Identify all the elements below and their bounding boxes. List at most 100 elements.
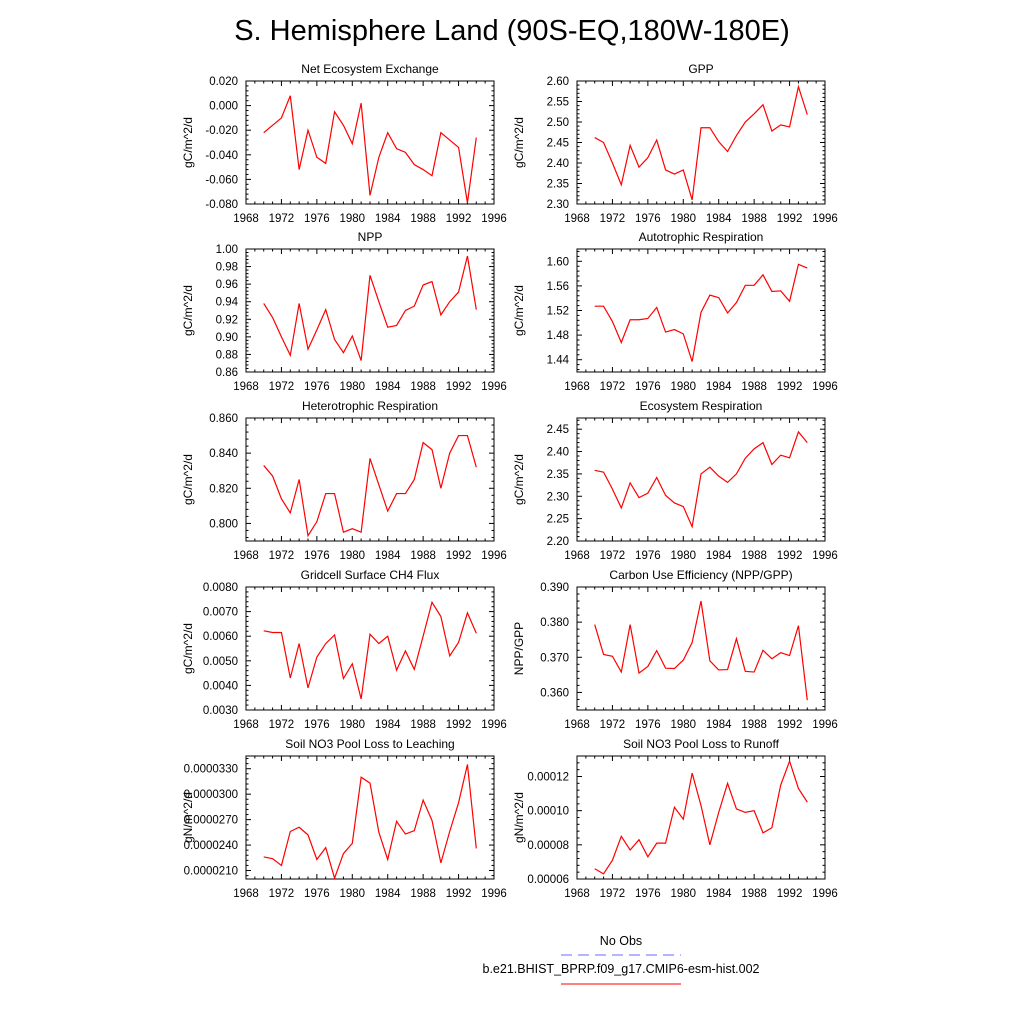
x-tick-label: 1968: [564, 888, 590, 900]
legend-label-case: b.e21.BHIST_BPRP.f09_g17.CMIP6-esm-hist.…: [483, 962, 760, 976]
data-point: [762, 104, 764, 106]
data-point: [806, 699, 808, 701]
x-tick-label: 1992: [777, 550, 803, 562]
y-tick-label: 0.90: [216, 332, 238, 344]
data-point: [771, 658, 773, 660]
data-point: [422, 799, 424, 801]
x-tick-label: 1984: [375, 550, 401, 562]
data-point: [272, 317, 274, 319]
data-point: [727, 482, 729, 484]
data-point: [629, 482, 631, 484]
data-point: [629, 624, 631, 626]
chart-panel-6: Ecosystem Respiration gC/m^2/d 1968 1972 197…: [512, 399, 838, 562]
y-tick-label: -0.040: [205, 150, 238, 162]
data-point: [736, 302, 738, 304]
data-point: [727, 783, 729, 785]
data-point: [422, 442, 424, 444]
data-point: [594, 470, 596, 472]
x-tick-label: 1984: [706, 213, 732, 225]
x-tick-label: 1972: [600, 213, 626, 225]
y-tick-label: 1.52: [547, 306, 569, 318]
x-tick-label: 1992: [446, 888, 472, 900]
data-point: [458, 642, 460, 644]
data-point: [629, 319, 631, 321]
y-tick-label: -0.020: [205, 125, 238, 137]
y-tick-label: 0.380: [540, 617, 569, 629]
data-point: [753, 671, 755, 673]
y-tick-label: 0.92: [216, 314, 238, 326]
y-tick-label: 0.0030: [203, 705, 238, 717]
y-axis-label: gN/m^2/d: [181, 792, 195, 843]
data-point: [806, 267, 808, 269]
x-tick-label: 1996: [481, 550, 507, 562]
y-tick-label: -0.080: [205, 199, 238, 211]
data-point: [709, 466, 711, 468]
y-tick-label: 0.860: [209, 413, 238, 425]
data-point: [656, 477, 658, 479]
data-point: [289, 95, 291, 97]
data-point: [647, 318, 649, 320]
data-point: [771, 291, 773, 293]
x-tick-label: 1996: [481, 888, 507, 900]
data-point: [396, 325, 398, 327]
data-point: [334, 339, 336, 341]
data-point: [325, 309, 327, 311]
data-point: [360, 531, 362, 533]
x-tick-label: 1980: [339, 719, 365, 731]
y-tick-label: 2.35: [547, 179, 569, 191]
x-tick-label: 1984: [706, 550, 732, 562]
data-point: [718, 669, 720, 671]
panel-title: Gridcell Surface CH4 Flux: [301, 568, 440, 582]
data-point: [325, 847, 327, 849]
x-tick-label: 1988: [410, 213, 436, 225]
x-tick-label: 1980: [339, 550, 365, 562]
data-point: [603, 873, 605, 875]
plot-frame: [245, 586, 495, 711]
data-point: [612, 859, 614, 861]
data-point: [325, 163, 327, 165]
data-point: [307, 535, 309, 537]
y-axis-label: gC/m^2/d: [512, 285, 526, 336]
x-tick-label: 1992: [777, 719, 803, 731]
data-point: [440, 487, 442, 489]
data-point: [612, 488, 614, 490]
data-point: [431, 281, 433, 283]
data-point: [334, 111, 336, 113]
data-point: [298, 169, 300, 171]
data-point: [298, 643, 300, 645]
data-point: [431, 449, 433, 451]
data-point: [744, 457, 746, 459]
chart-panel-4: Autotrophic Respiration gC/m^2/d 1968 1972 1…: [512, 230, 838, 393]
y-tick-label: 2.35: [547, 469, 569, 481]
y-tick-label: 1.00: [216, 244, 238, 256]
x-tick-label: 1984: [375, 381, 401, 393]
data-point: [682, 659, 684, 661]
data-point: [316, 329, 318, 331]
data-point: [369, 633, 371, 635]
y-tick-label: 0.000: [209, 101, 238, 113]
chart-panel-5: Heterotrophic Respiration gC/m^2/d 1968 197…: [181, 399, 507, 562]
series-line: [594, 84, 808, 201]
data-point: [263, 465, 265, 467]
series-line: [594, 759, 808, 875]
y-tick-label: 0.0000210: [184, 866, 238, 878]
data-point: [351, 143, 353, 145]
legend-label-no-obs: No Obs: [600, 934, 642, 948]
series-line: [594, 430, 808, 529]
y-tick-label: 2.55: [547, 97, 569, 109]
data-point: [638, 166, 640, 168]
data-point: [272, 632, 274, 634]
y-tick-label: 0.0000270: [184, 815, 238, 827]
data-point: [440, 862, 442, 864]
x-tick-label: 1980: [670, 213, 696, 225]
panel-title: NPP: [358, 230, 383, 244]
panel-title: Ecosystem Respiration: [640, 399, 763, 413]
chart-panel-2: GPP gC/m^2/d 1968 1972 1976 1980 1984 1988 1992 1…: [512, 62, 838, 225]
data-point: [343, 678, 345, 680]
data-point: [594, 137, 596, 139]
data-point: [387, 510, 389, 512]
data-point: [682, 333, 684, 335]
data-point: [449, 139, 451, 141]
data-point: [736, 473, 738, 475]
data-point: [281, 865, 283, 867]
